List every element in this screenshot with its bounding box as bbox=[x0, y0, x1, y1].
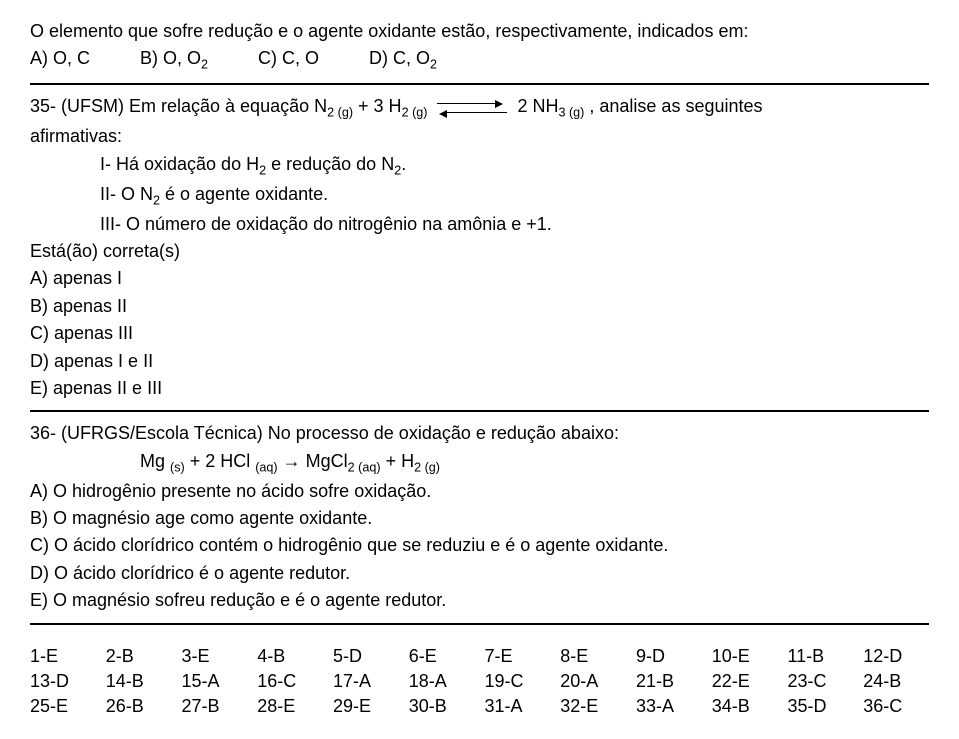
answer-cell: 30-B bbox=[409, 695, 475, 718]
answer-key-grid: 1-E 2-B 3-E 4-B 5-D 6-E 7-E 8-E 9-D 10-E 11-B 12-D 1… bbox=[30, 645, 929, 719]
answer-cell: 2-B bbox=[106, 645, 172, 668]
q34-opt-c: C) C, O bbox=[258, 47, 319, 73]
q35-lead: 35- (UFSM) Em relação à equação N2 (g) +… bbox=[30, 95, 427, 121]
answer-cell: 17-A bbox=[333, 670, 399, 693]
q35-stmt-iii: III- O número de oxidação do nitrogênio … bbox=[30, 213, 929, 236]
answer-cell: 20-A bbox=[560, 670, 626, 693]
q34-opt-b: B) O, O2 bbox=[140, 47, 208, 73]
answer-cell: 36-C bbox=[863, 695, 929, 718]
q35-opt-d: D) apenas I e II bbox=[30, 350, 929, 373]
answer-cell: 13-D bbox=[30, 670, 96, 693]
q35-stmt-ii: II- O N2 é o agente oxidante. bbox=[30, 183, 929, 209]
answer-cell: 16-C bbox=[257, 670, 323, 693]
q36-stem: 36- (UFRGS/Escola Técnica) No processo d… bbox=[30, 422, 929, 445]
q36-opt-b: B) O magnésio age como agente oxidante. bbox=[30, 507, 929, 530]
answer-cell: 26-B bbox=[106, 695, 172, 718]
q36-opt-c: C) O ácido clorídrico contém o hidrogêni… bbox=[30, 534, 929, 557]
answer-cell: 32-E bbox=[560, 695, 626, 718]
answer-cell: 27-B bbox=[182, 695, 248, 718]
answer-cell: 25-E bbox=[30, 695, 96, 718]
right-arrow-icon: → bbox=[278, 451, 306, 471]
answer-cell: 33-A bbox=[636, 695, 702, 718]
answer-cell: 29-E bbox=[333, 695, 399, 718]
q35-equation-line: 35- (UFSM) Em relação à equação N2 (g) +… bbox=[30, 95, 929, 121]
answer-cell: 12-D bbox=[863, 645, 929, 668]
divider bbox=[30, 83, 929, 85]
equilibrium-arrow-icon bbox=[437, 101, 507, 115]
answer-cell: 11-B bbox=[788, 645, 854, 668]
answer-cell: 4-B bbox=[257, 645, 323, 668]
q35-correta: Está(ão) correta(s) bbox=[30, 240, 929, 263]
q34-stem: O elemento que sofre redução e o agente … bbox=[30, 20, 929, 43]
answer-cell: 8-E bbox=[560, 645, 626, 668]
answer-cell: 5-D bbox=[333, 645, 399, 668]
q36-opt-a: A) O hidrogênio presente no ácido sofre … bbox=[30, 480, 929, 503]
answer-cell: 28-E bbox=[257, 695, 323, 718]
answer-cell: 19-C bbox=[485, 670, 551, 693]
answer-cell: 35-D bbox=[788, 695, 854, 718]
q35-opt-c: C) apenas III bbox=[30, 322, 929, 345]
divider bbox=[30, 623, 929, 625]
answer-cell: 7-E bbox=[485, 645, 551, 668]
q36-opt-d: D) O ácido clorídrico é o agente redutor… bbox=[30, 562, 929, 585]
q35-opt-a: A) apenas I bbox=[30, 267, 929, 290]
q34-opt-d: D) C, O2 bbox=[369, 47, 437, 73]
q35-opt-e: E) apenas II e III bbox=[30, 377, 929, 400]
answer-cell: 24-B bbox=[863, 670, 929, 693]
q35-rhs: 2 NH3 (g) , analise as seguintes bbox=[517, 95, 762, 121]
q35-opt-b: B) apenas II bbox=[30, 295, 929, 318]
answer-cell: 9-D bbox=[636, 645, 702, 668]
q34-opt-a: A) O, C bbox=[30, 47, 90, 73]
answer-cell: 31-A bbox=[485, 695, 551, 718]
answer-cell: 10-E bbox=[712, 645, 778, 668]
q34-options: A) O, C B) O, O2 C) C, O D) C, O2 bbox=[30, 47, 929, 73]
answer-cell: 14-B bbox=[106, 670, 172, 693]
answer-cell: 22-E bbox=[712, 670, 778, 693]
answer-cell: 6-E bbox=[409, 645, 475, 668]
q35-stmt-i: I- Há oxidação do H2 e redução do N2. bbox=[30, 153, 929, 179]
answer-cell: 1-E bbox=[30, 645, 96, 668]
q36-opt-e: E) O magnésio sofreu redução e é o agent… bbox=[30, 589, 929, 612]
answer-cell: 3-E bbox=[182, 645, 248, 668]
q35-afirmativas: afirmativas: bbox=[30, 125, 929, 148]
divider bbox=[30, 410, 929, 412]
q36-equation: Mg (s) + 2 HCl (aq) → MgCl2 (aq) + H2 (g… bbox=[30, 450, 929, 476]
answer-cell: 34-B bbox=[712, 695, 778, 718]
answer-cell: 21-B bbox=[636, 670, 702, 693]
answer-cell: 18-A bbox=[409, 670, 475, 693]
answer-cell: 23-C bbox=[788, 670, 854, 693]
answer-cell: 15-A bbox=[182, 670, 248, 693]
